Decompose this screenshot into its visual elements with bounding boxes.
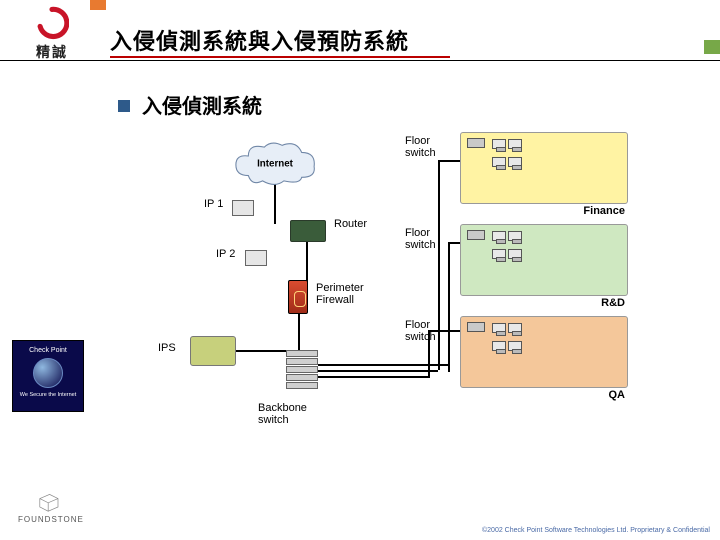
wire bbox=[318, 370, 438, 372]
bullet-icon bbox=[118, 100, 130, 112]
ip1-label: IP 1 bbox=[204, 198, 223, 210]
accent-green bbox=[704, 40, 720, 54]
pc-icon bbox=[508, 249, 522, 259]
ip2-label: IP 2 bbox=[216, 248, 235, 260]
router-label: Router bbox=[334, 218, 367, 230]
globe-icon bbox=[33, 358, 63, 388]
wire bbox=[306, 242, 308, 282]
foundstone-cube-icon bbox=[37, 493, 65, 513]
backbone-switch-icon bbox=[286, 350, 318, 390]
wire bbox=[318, 376, 428, 378]
checkpoint-logo: Check Point We Secure the Internet bbox=[12, 340, 84, 412]
pc-icon bbox=[508, 231, 522, 241]
pc-icon bbox=[492, 157, 506, 167]
perimeter-firewall-label: Perimeter Firewall bbox=[316, 282, 364, 306]
ip2-tap-icon bbox=[245, 250, 267, 266]
pc-icon bbox=[492, 249, 506, 259]
zone-finance: Floor switch Finance bbox=[460, 132, 628, 204]
floor-switch-label: Floor switch bbox=[405, 227, 436, 251]
internet-label: Internet bbox=[257, 159, 294, 170]
zone-rnd-label: R&D bbox=[601, 297, 625, 309]
wire bbox=[298, 314, 300, 354]
copyright-text: ©2002 Check Point Software Technologies … bbox=[482, 527, 710, 534]
internet-cloud: Internet bbox=[230, 140, 320, 193]
ips-device-icon bbox=[190, 336, 236, 366]
floor-switch-icon bbox=[467, 322, 485, 332]
pc-icon bbox=[508, 139, 522, 149]
title-underline bbox=[110, 56, 450, 58]
subtitle-row: 入侵偵測系統 bbox=[118, 90, 262, 119]
perimeter-firewall-icon bbox=[288, 280, 308, 314]
page-title: 入侵偵測系統與入侵預防系統 bbox=[110, 24, 409, 56]
wire bbox=[236, 350, 288, 352]
pc-icon bbox=[492, 323, 506, 333]
pc-icon bbox=[508, 323, 522, 333]
zone-qa-label: QA bbox=[609, 389, 626, 401]
subtitle-text: 入侵偵測系統 bbox=[142, 96, 262, 118]
floor-switch-icon bbox=[467, 138, 485, 148]
header-rule bbox=[0, 60, 720, 61]
wire bbox=[438, 160, 440, 370]
pc-icon bbox=[492, 139, 506, 149]
pc-icon bbox=[492, 341, 506, 351]
backbone-label: Backbone switch bbox=[258, 402, 307, 426]
accent-orange bbox=[90, 0, 106, 10]
checkpoint-text1: Check Point bbox=[13, 347, 83, 354]
pc-icon bbox=[492, 231, 506, 241]
wire bbox=[448, 242, 450, 372]
floor-switch-label: Floor switch bbox=[405, 319, 436, 343]
ips-label: IPS bbox=[158, 342, 176, 354]
pc-cluster bbox=[491, 137, 523, 173]
pc-icon bbox=[508, 157, 522, 167]
pc-icon bbox=[508, 341, 522, 351]
brand-swirl-icon bbox=[35, 6, 69, 40]
floor-switch-icon bbox=[467, 230, 485, 240]
pc-cluster bbox=[491, 321, 523, 357]
router-icon bbox=[290, 220, 326, 242]
checkpoint-text2: We Secure the Internet bbox=[13, 392, 83, 398]
network-diagram: Internet IP 1 IP 2 Router Perimeter Fire… bbox=[110, 130, 670, 470]
brand-logo: 精誠 bbox=[12, 6, 92, 62]
ip1-tap-icon bbox=[232, 200, 254, 216]
foundstone-logo: FOUNDSTONE bbox=[18, 493, 84, 524]
brand-name: 精誠 bbox=[12, 42, 92, 62]
floor-switch-label: Floor switch bbox=[405, 135, 436, 159]
zone-qa: Floor switch QA bbox=[460, 316, 628, 388]
zone-finance-label: Finance bbox=[583, 205, 625, 217]
foundstone-text: FOUNDSTONE bbox=[18, 515, 84, 524]
zone-rnd: Floor switch R&D bbox=[460, 224, 628, 296]
pc-cluster bbox=[491, 229, 523, 265]
